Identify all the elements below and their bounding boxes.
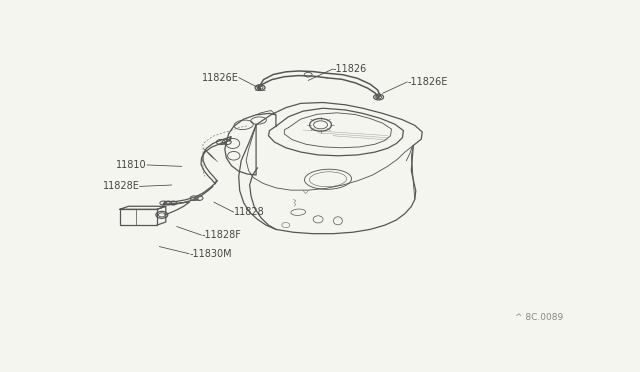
Text: -11826E: -11826E [408,77,448,87]
Text: 11826E: 11826E [202,73,239,83]
Text: 11810: 11810 [116,160,147,170]
Text: -11826: -11826 [333,64,367,74]
Text: 11828: 11828 [234,207,264,217]
Text: ^ 8C.0089: ^ 8C.0089 [515,314,564,323]
Text: 11828E: 11828E [102,182,140,192]
Text: -11830M: -11830M [189,249,232,259]
Text: -11828F: -11828F [202,230,241,240]
